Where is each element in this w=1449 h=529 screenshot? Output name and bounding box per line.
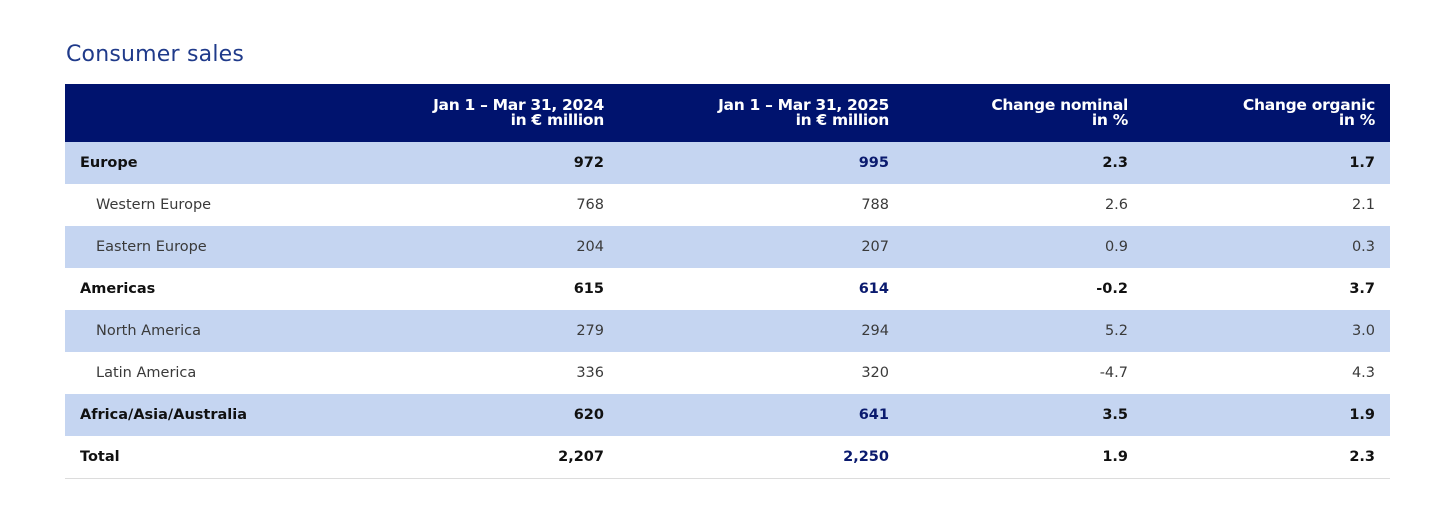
header-2025: Jan 1 – Mar 31, 2025 in € million	[619, 84, 904, 142]
header-change-organic: Change organic in %	[1143, 84, 1390, 142]
header-change-nominal-unit: in %	[1091, 111, 1128, 129]
row-label: Eastern Europe	[96, 239, 207, 255]
cell-2025: 2,250	[619, 436, 904, 479]
cell-2024: 615	[573, 281, 604, 297]
cell-2025: 294	[861, 323, 889, 339]
cell-2024: 336	[576, 365, 604, 381]
table-row-americas: Americas 615 614 -0.2 3.7	[65, 268, 1390, 310]
cell-2025: 641	[858, 407, 889, 423]
cell-change-organic: 4.3	[1351, 365, 1375, 381]
cell-change-organic: 1.9	[1349, 407, 1375, 423]
cell-change-nominal: -0.2	[1096, 281, 1128, 297]
table-row-europe: Europe 972 995 2.3 1.7	[65, 142, 1390, 184]
cell-2025: 320	[861, 365, 889, 381]
cell-change-nominal: -4.7	[1099, 365, 1128, 381]
row-label: Total	[65, 436, 375, 479]
cell-2024: 768	[576, 197, 604, 213]
cell-2024: 279	[576, 323, 604, 339]
cell-change-organic: 2.1	[1351, 197, 1375, 213]
row-label: Western Europe	[96, 197, 212, 213]
table-row-eastern-europe: Eastern Europe 204 207 0.9 0.3	[65, 226, 1390, 268]
cell-2024: 204	[576, 239, 604, 255]
cell-change-organic: 2.3	[1143, 436, 1390, 479]
page-title: Consumer sales	[66, 42, 245, 67]
table-row-north-america: North America 279 294 5.2 3.0	[65, 310, 1390, 352]
table-header-row: Jan 1 – Mar 31, 2024 in € million Jan 1 …	[65, 84, 1390, 142]
row-label: North America	[96, 323, 201, 339]
consumer-sales-table: Jan 1 – Mar 31, 2024 in € million Jan 1 …	[65, 84, 1390, 479]
header-change-nominal-title: Change nominal	[991, 96, 1128, 114]
row-label: Latin America	[96, 365, 197, 381]
table-row-latin-america: Latin America 336 320 -4.7 4.3	[65, 352, 1390, 394]
row-label: Europe	[80, 155, 138, 171]
header-2024-unit: in € million	[510, 111, 605, 129]
cell-change-nominal: 3.5	[1102, 407, 1128, 423]
cell-change-organic: 1.7	[1349, 155, 1375, 171]
header-2025-period: Jan 1 – Mar 31, 2025	[718, 96, 889, 114]
table-row-western-europe: Western Europe 768 788 2.6 2.1	[65, 184, 1390, 226]
header-change-organic-unit: in %	[1338, 111, 1375, 129]
cell-2024: 972	[573, 155, 604, 171]
table-row-africa-asia-australia: Africa/Asia/Australia 620 641 3.5 1.9	[65, 394, 1390, 436]
cell-change-organic: 3.7	[1349, 281, 1375, 297]
cell-2025: 614	[858, 281, 889, 297]
cell-change-nominal: 1.9	[904, 436, 1143, 479]
header-2024-period: Jan 1 – Mar 31, 2024	[433, 96, 604, 114]
cell-change-nominal: 2.3	[1102, 155, 1128, 171]
cell-2025: 788	[861, 197, 889, 213]
cell-change-nominal: 0.9	[1104, 239, 1128, 255]
cell-change-organic: 3.0	[1351, 323, 1375, 339]
header-2025-unit: in € million	[795, 111, 890, 129]
table-row-total: Total 2,207 2,250 1.9 2.3	[65, 436, 1390, 479]
cell-2025: 995	[858, 155, 889, 171]
header-change-nominal: Change nominal in %	[904, 84, 1143, 142]
cell-change-organic: 0.3	[1351, 239, 1375, 255]
row-label: Americas	[80, 281, 156, 297]
cell-change-nominal: 2.6	[1104, 197, 1128, 213]
header-change-organic-title: Change organic	[1242, 96, 1375, 114]
cell-change-nominal: 5.2	[1104, 323, 1128, 339]
cell-2025: 207	[861, 239, 889, 255]
cell-2024: 620	[573, 407, 604, 423]
header-region	[65, 84, 375, 142]
row-label: Africa/Asia/Australia	[80, 407, 247, 423]
cell-2024: 2,207	[375, 436, 619, 479]
header-2024: Jan 1 – Mar 31, 2024 in € million	[375, 84, 619, 142]
